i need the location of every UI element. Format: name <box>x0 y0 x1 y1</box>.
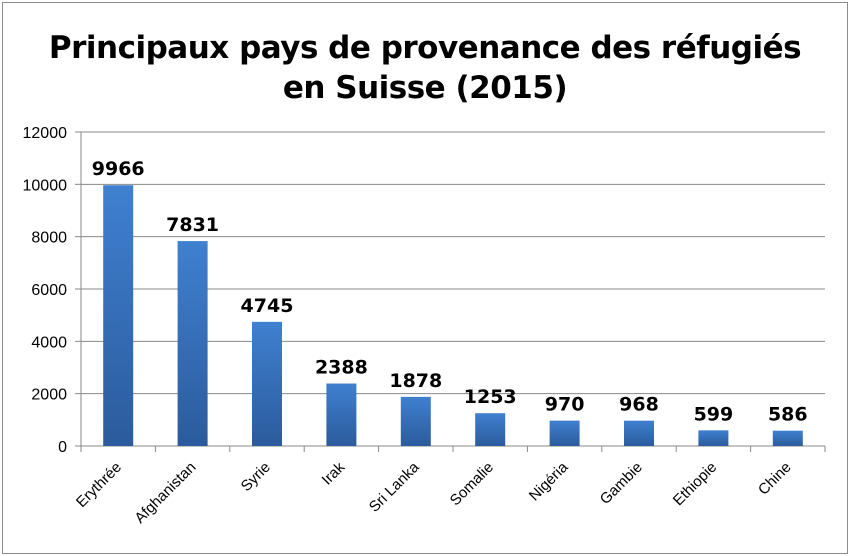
data-label: 968 <box>619 394 659 416</box>
bar <box>624 420 654 446</box>
data-label: 4745 <box>241 295 294 317</box>
bar <box>698 430 729 446</box>
y-tick-label: 4000 <box>31 334 67 351</box>
bar <box>400 396 431 446</box>
chart-title: Principaux pays de provenance des réfugi… <box>0 28 850 108</box>
y-tick-label: 6000 <box>31 282 67 299</box>
x-tick-label: Syrie <box>238 459 274 495</box>
bar <box>475 413 506 446</box>
x-tick-label: Sri Lanka <box>366 458 423 515</box>
data-label: 1253 <box>464 386 517 408</box>
y-tick-label: 2000 <box>31 387 67 404</box>
data-label: 7831 <box>166 214 219 236</box>
data-label: 1878 <box>389 370 442 392</box>
data-label: 2388 <box>315 357 368 379</box>
bar <box>177 241 208 446</box>
data-label: 970 <box>545 394 585 416</box>
title-line-1: Principaux pays de provenance des réfugi… <box>48 30 802 66</box>
bar <box>252 321 282 446</box>
x-tick-label: Somalie <box>447 459 497 509</box>
y-tick-label: 12000 <box>23 125 68 142</box>
bar <box>772 430 803 446</box>
bar <box>103 185 134 446</box>
x-tick-label: Erythrée <box>73 459 125 511</box>
y-tick-label: 8000 <box>31 230 67 247</box>
title-line-2: en Suisse (2015) <box>282 70 568 106</box>
x-tick-label: Ethiopie <box>670 459 720 509</box>
data-label: 586 <box>768 404 808 426</box>
bar <box>326 383 357 446</box>
x-tick-label: Nigéria <box>526 458 572 504</box>
x-tick-label: Irak <box>319 458 349 488</box>
y-tick-label: 0 <box>58 439 67 456</box>
bar <box>549 420 580 446</box>
data-label: 9966 <box>92 158 145 180</box>
x-tick-label: Afghanistan <box>131 459 199 527</box>
y-tick-label: 10000 <box>23 177 68 194</box>
x-tick-label: Gambie <box>597 459 646 508</box>
x-tick-label: Chine <box>755 459 795 499</box>
data-label: 599 <box>694 403 734 425</box>
